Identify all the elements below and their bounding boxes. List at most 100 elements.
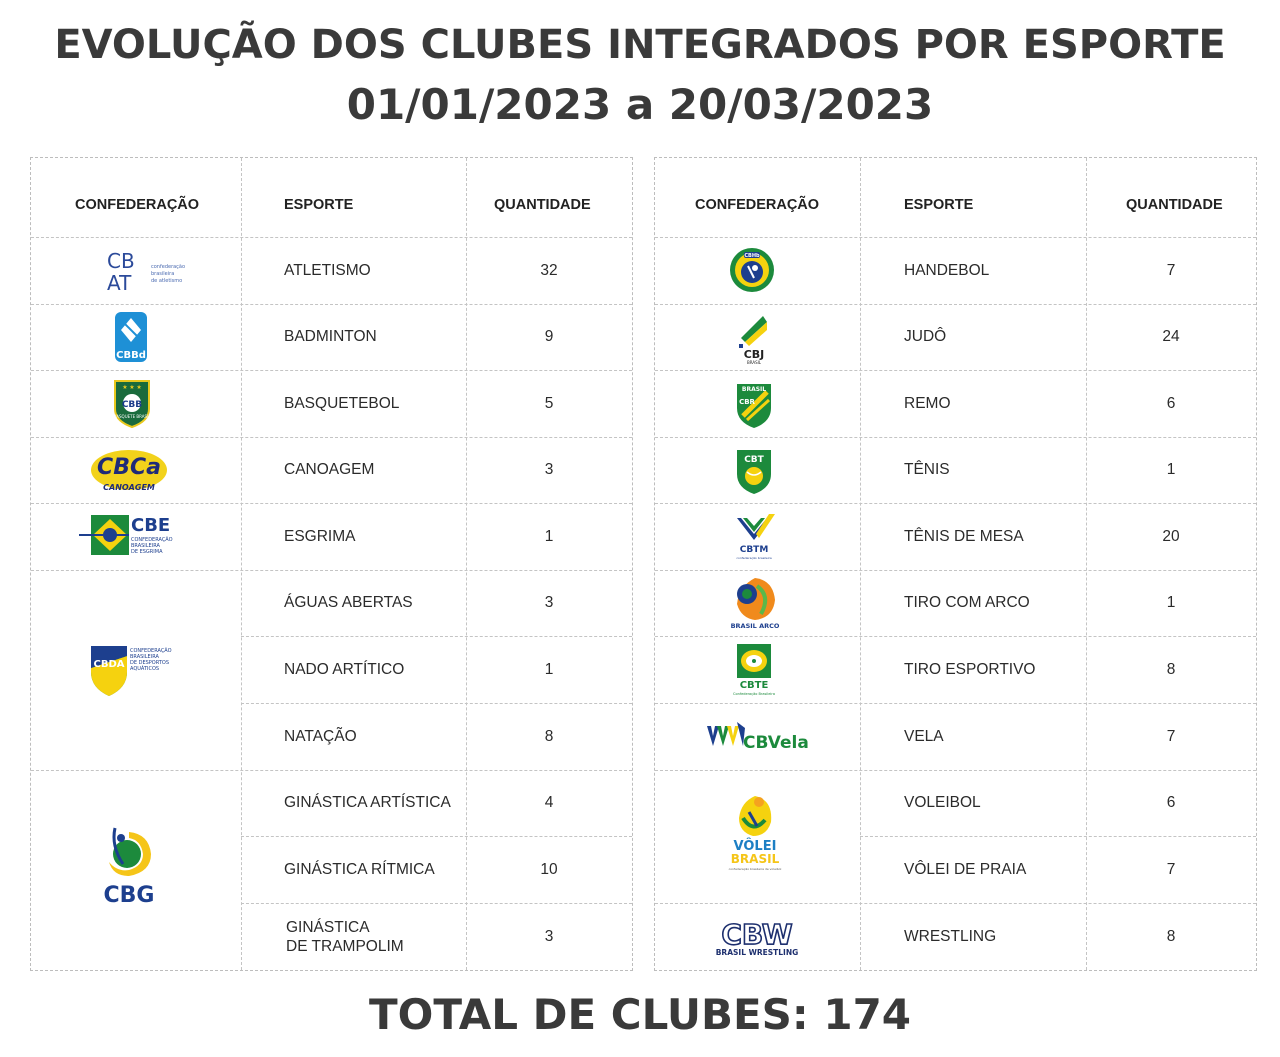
svg-text:BRASIL ARCO: BRASIL ARCO	[731, 622, 780, 630]
svg-text:BRASIL: BRASIL	[731, 852, 780, 866]
svg-text:CBG: CBG	[104, 883, 155, 908]
qty-cell: 7	[1166, 261, 1176, 279]
qty-cell: 7	[1166, 860, 1176, 878]
cbte-logo: CBTE Confederação Brasileira	[733, 642, 775, 698]
sport-cell: GINÁSTICA ARTÍSTICA	[284, 794, 451, 811]
sport-cell: ATLETISMO	[284, 261, 371, 279]
qty-cell: 3	[544, 927, 554, 945]
qty-cell: 3	[544, 461, 554, 478]
sport-cell: TÊNIS DE MESA	[904, 527, 1024, 545]
qty-cell: 8	[544, 727, 554, 745]
svg-text:CBBd: CBBd	[116, 350, 146, 361]
svg-text:CBB: CBB	[122, 400, 142, 410]
qty-cell: 8	[1166, 927, 1176, 945]
svg-text:confederação: confederação	[151, 264, 185, 270]
svg-text:CBHb: CBHb	[744, 253, 760, 259]
svg-text:BRASILEIRA: BRASILEIRA	[130, 654, 159, 660]
svg-text:CBTE: CBTE	[740, 680, 769, 691]
sport-cell: ESGRIMA	[284, 527, 356, 545]
sport-cell: REMO	[904, 394, 951, 412]
cbtm-logo: CBTM confederação brasileira	[729, 510, 779, 564]
total-clubs: TOTAL DE CLUBES: 174	[368, 990, 912, 1039]
svg-text:★ ★ ★: ★ ★ ★	[122, 384, 141, 391]
left-table: CONFEDERAÇÃO ESPORTE QUANTIDADE ATLETISM…	[30, 157, 633, 971]
qty-cell: 1	[544, 660, 554, 678]
sport-cell: CANOAGEM	[284, 461, 375, 478]
svg-text:CONFEDERAÇÃO: CONFEDERAÇÃO	[131, 536, 173, 543]
svg-text:de atletismo: de atletismo	[151, 278, 182, 284]
cbg-logo: CBG	[93, 824, 165, 910]
sport-cell: HANDEBOL	[904, 261, 990, 279]
qty-cell: 20	[1162, 527, 1180, 545]
cbv-logo: VÔLEI BRASIL confederação brasileira de …	[725, 790, 785, 874]
cbca-logo: CBCa CANOAGEM	[89, 442, 169, 498]
sport-cell: JUDÔ	[904, 328, 947, 345]
header-sport: ESPORTE	[904, 197, 974, 213]
cbda-logo: CBDA CONFEDERAÇÃO BRASILEIRA DE DESPORTO…	[89, 642, 179, 698]
svg-text:CBDA: CBDA	[93, 659, 124, 670]
qty-cell: 7	[1166, 727, 1176, 745]
svg-text:BASQUETE BRASIL: BASQUETE BRASIL	[114, 414, 152, 419]
sport-cell: VOLEIBOL	[904, 794, 981, 811]
qty-cell: 1	[1166, 594, 1176, 611]
svg-text:CANOAGEM: CANOAGEM	[103, 483, 155, 492]
cbvela-logo: CBVela	[703, 718, 813, 758]
sport-cell: NATAÇÃO	[284, 727, 357, 745]
header-quantity: QUANTIDADE	[1126, 197, 1223, 213]
svg-text:BRASIL WRESTLING: BRASIL WRESTLING	[716, 948, 799, 957]
svg-text:CBVela: CBVela	[743, 733, 809, 753]
right-table: CONFEDERAÇÃO ESPORTE QUANTIDADE HANDEBOL…	[654, 157, 1257, 971]
sport-cell: GINÁSTICA DE TRAMPOLIM	[286, 918, 404, 955]
qty-cell: 6	[1166, 394, 1176, 412]
svg-text:CONFEDERAÇÃO: CONFEDERAÇÃO	[130, 647, 172, 654]
svg-text:VÔLEI: VÔLEI	[734, 838, 777, 854]
qty-cell: 4	[544, 794, 554, 811]
cbb-logo: ★ ★ ★ CBB BASQUETE BRASIL	[111, 377, 153, 429]
svg-text:CBT: CBT	[744, 455, 764, 465]
cbhb-logo: CBHb	[727, 244, 777, 296]
cbbd-logo: CBBd	[111, 310, 151, 366]
sport-cell: NADO ARTÍTICO	[284, 660, 405, 678]
sport-cell: ÁGUAS ABERTAS	[284, 594, 413, 611]
qty-cell: 3	[544, 594, 554, 611]
header-confederation: CONFEDERAÇÃO	[75, 197, 200, 213]
svg-text:CBJ: CBJ	[744, 348, 765, 361]
sport-cell: GINÁSTICA RÍTMICA	[284, 860, 435, 878]
qty-cell: 9	[544, 328, 554, 345]
sport-cell: VELA	[904, 727, 944, 745]
svg-text:CBE: CBE	[131, 515, 170, 536]
page-title: EVOLUÇÃO DOS CLUBES INTEGRADOS POR ESPOR…	[54, 22, 1226, 68]
sport-cell: BASQUETEBOL	[284, 394, 400, 412]
svg-text:AQUÁTICOS: AQUÁTICOS	[130, 665, 159, 672]
svg-text:DE DESPORTOS: DE DESPORTOS	[130, 660, 169, 666]
svg-text:CBCa: CBCa	[97, 455, 161, 480]
header-sport: ESPORTE	[284, 197, 354, 213]
svg-text:CBW: CBW	[721, 918, 792, 951]
sport-cell: WRESTLING	[904, 927, 997, 945]
sport-cell: TIRO ESPORTIVO	[904, 660, 1036, 678]
cbj-logo: CBJ BRASIL	[733, 308, 775, 366]
svg-text:BRASILEIRA: BRASILEIRA	[131, 543, 160, 549]
qty-cell: 1	[1166, 461, 1176, 478]
cbt-logo: CBT	[733, 446, 775, 496]
svg-text:brasileira: brasileira	[151, 271, 174, 277]
date-range: 01/01/2023 a 20/03/2023	[346, 80, 934, 129]
svg-text:Confederação Brasileira: Confederação Brasileira	[733, 692, 775, 696]
header-quantity: QUANTIDADE	[494, 197, 591, 213]
svg-text:confederação brasileira: confederação brasileira	[736, 556, 772, 560]
svg-text:DE ESGRIMA: DE ESGRIMA	[131, 549, 163, 555]
cbtarco-logo: BRASIL ARCO	[727, 574, 783, 634]
svg-text:BRASIL: BRASIL	[742, 386, 766, 393]
header-confederation: CONFEDERAÇÃO	[695, 197, 820, 213]
qty-cell: 8	[1166, 660, 1176, 678]
svg-text:AT: AT	[107, 271, 132, 295]
sport-cell: VÔLEI DE PRAIA	[904, 860, 1027, 878]
qty-cell: 5	[544, 394, 554, 412]
sport-cell: TÊNIS	[904, 461, 950, 478]
svg-text:confederação brasileira de vol: confederação brasileira de voleibol	[729, 867, 782, 871]
svg-text:BRASIL: BRASIL	[747, 360, 762, 365]
sport-cell: BADMINTON	[284, 328, 377, 345]
svg-text:CB: CB	[107, 249, 135, 273]
qty-cell: 10	[540, 860, 558, 878]
qty-cell: 32	[540, 261, 558, 279]
